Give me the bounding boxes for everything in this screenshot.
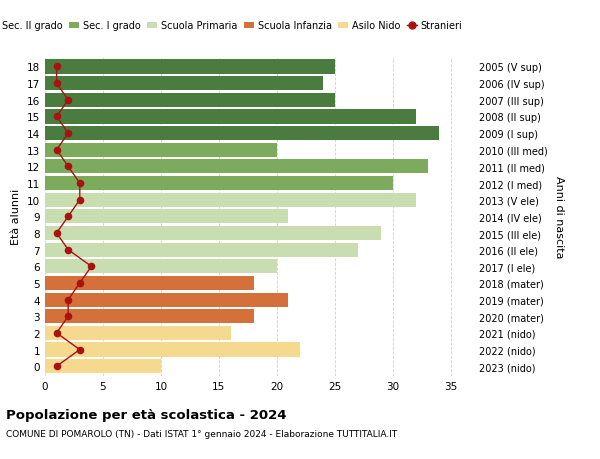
Bar xyxy=(45,77,323,91)
Point xyxy=(64,163,73,171)
Point xyxy=(52,147,61,154)
Point xyxy=(64,313,73,320)
Bar xyxy=(45,160,428,174)
Point xyxy=(64,97,73,104)
Bar xyxy=(45,177,393,190)
Bar xyxy=(45,309,254,324)
Y-axis label: Età alunni: Età alunni xyxy=(11,189,22,245)
Bar xyxy=(45,94,335,107)
Bar xyxy=(45,276,254,291)
Bar xyxy=(45,110,416,124)
Point xyxy=(64,246,73,254)
Legend: Sec. II grado, Sec. I grado, Scuola Primaria, Scuola Infanzia, Asilo Nido, Stran: Sec. II grado, Sec. I grado, Scuola Prim… xyxy=(0,17,466,35)
Y-axis label: Anni di nascita: Anni di nascita xyxy=(554,176,564,258)
Point xyxy=(64,130,73,138)
Bar xyxy=(45,210,289,224)
Bar xyxy=(45,243,358,257)
Bar xyxy=(45,143,277,157)
Point xyxy=(52,330,61,337)
Bar xyxy=(45,293,289,307)
Bar xyxy=(45,226,381,241)
Text: COMUNE DI POMAROLO (TN) - Dati ISTAT 1° gennaio 2024 - Elaborazione TUTTITALIA.I: COMUNE DI POMAROLO (TN) - Dati ISTAT 1° … xyxy=(6,429,397,438)
Point xyxy=(52,113,61,121)
Bar xyxy=(45,60,335,74)
Point xyxy=(52,64,61,71)
Point xyxy=(75,180,85,187)
Point xyxy=(64,213,73,221)
Point xyxy=(52,80,61,88)
Point xyxy=(52,230,61,237)
Bar xyxy=(45,260,277,274)
Point xyxy=(64,296,73,303)
Bar xyxy=(45,326,230,340)
Bar xyxy=(45,127,439,141)
Point xyxy=(52,363,61,370)
Bar xyxy=(45,359,161,374)
Point xyxy=(75,280,85,287)
Point xyxy=(75,196,85,204)
Point xyxy=(86,263,96,270)
Bar xyxy=(45,343,300,357)
Point xyxy=(75,346,85,353)
Bar xyxy=(45,193,416,207)
Text: Popolazione per età scolastica - 2024: Popolazione per età scolastica - 2024 xyxy=(6,408,287,421)
